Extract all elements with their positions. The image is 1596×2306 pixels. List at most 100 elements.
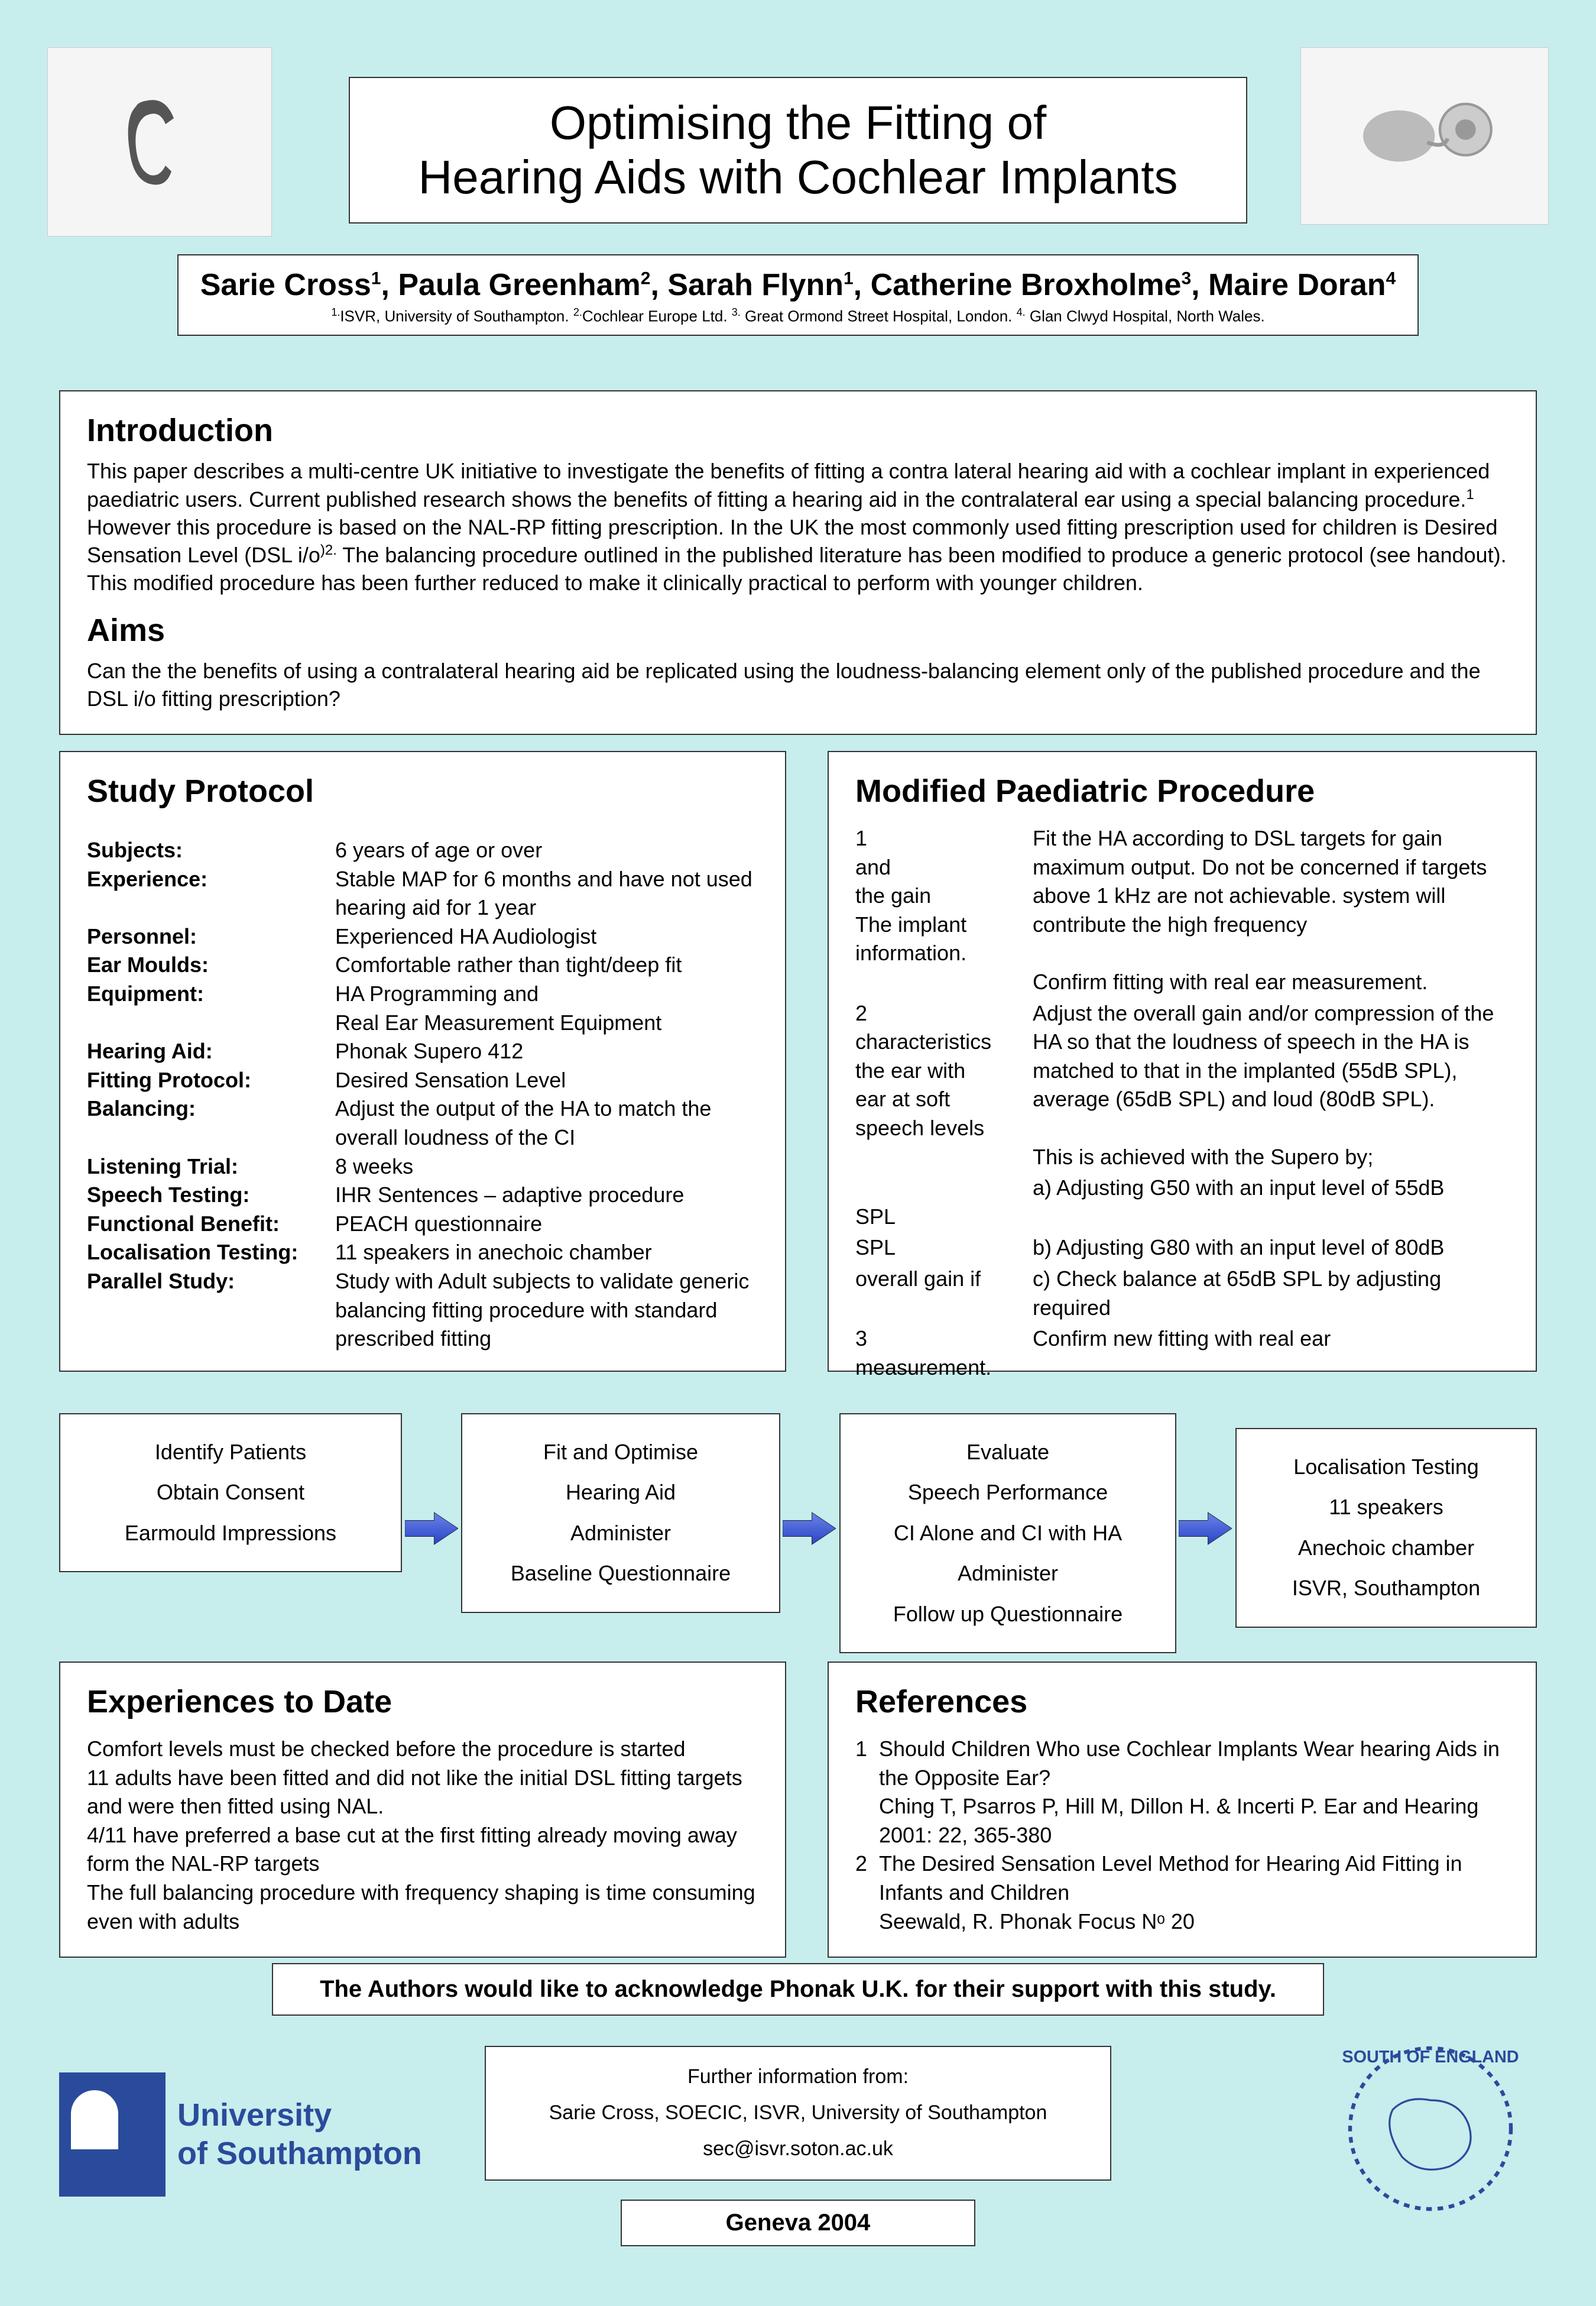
flow-step-2: Fit and OptimiseHearing AidAdministerBas… xyxy=(461,1413,780,1613)
flow-step-1: Identify PatientsObtain ConsentEarmould … xyxy=(59,1413,402,1572)
study-row: Listening Trial:8 weeks xyxy=(87,1152,758,1181)
proc-left: overall gain if xyxy=(855,1265,1033,1322)
poster-root: Optimising the Fitting of Hearing Aids w… xyxy=(0,0,1596,2306)
study-label: Listening Trial: xyxy=(87,1152,335,1181)
study-value: PEACH questionnaire xyxy=(335,1210,758,1239)
univ-line-2: of Southampton xyxy=(177,2136,422,2171)
study-value: Study with Adult subjects to validate ge… xyxy=(335,1267,758,1353)
study-row: Speech Testing:IHR Sentences – adaptive … xyxy=(87,1181,758,1210)
partner-logo: SOUTH OF ENGLAND xyxy=(1324,2034,1537,2223)
study-value: Comfortable rather than tight/deep fit xyxy=(335,951,758,980)
hearing-aid-image xyxy=(47,47,272,237)
intro-body: This paper describes a multi-centre UK i… xyxy=(87,458,1509,597)
proc-row: SPLa) Adjusting G50 with an input level … xyxy=(855,1174,1509,1231)
ref-items: 1Should Children Who use Cochlear Implan… xyxy=(855,1735,1509,1936)
proc-left: 2characteristicsthe ear withear at softs… xyxy=(855,999,1033,1172)
acknowledgement-box: The Authors would like to acknowledge Ph… xyxy=(272,1963,1324,2016)
ref-text: The Desired Sensation Level Method for H… xyxy=(879,1850,1509,1936)
study-protocol-box: Study Protocol Subjects:6 years of age o… xyxy=(59,751,786,1372)
svg-text:SOUTH OF ENGLAND: SOUTH OF ENGLAND xyxy=(1342,2048,1519,2067)
flow-diagram: Identify PatientsObtain ConsentEarmould … xyxy=(59,1413,1537,1638)
study-row: Balancing:Adjust the output of the HA to… xyxy=(87,1094,758,1152)
proc-right: c) Check balance at 65dB SPL by adjustin… xyxy=(1033,1265,1509,1322)
title-box: Optimising the Fitting of Hearing Aids w… xyxy=(349,77,1247,224)
proc-left: 1andthe gainThe implantinformation. xyxy=(855,824,1033,997)
study-rows: Subjects:6 years of age or overExperienc… xyxy=(87,836,758,1353)
references-box: References 1Should Children Who use Coch… xyxy=(828,1662,1537,1958)
study-label: Hearing Aid: xyxy=(87,1037,335,1066)
title-line-2: Hearing Aids with Cochlear Implants xyxy=(418,151,1177,203)
study-value: Experienced HA Audiologist xyxy=(335,922,758,951)
affiliations: 1.ISVR, University of Southampton. 2.Coc… xyxy=(196,306,1400,326)
proc-row: SPLb) Adjusting G80 with an input level … xyxy=(855,1233,1509,1262)
university-name: University of Southampton xyxy=(177,2096,422,2173)
reference-item: 2The Desired Sensation Level Method for … xyxy=(855,1850,1509,1936)
proc-row: 2characteristicsthe ear withear at softs… xyxy=(855,999,1509,1172)
info-line-2: Sarie Cross, SOECIC, ISVR, University of… xyxy=(504,2095,1092,2131)
proc-right: a) Adjusting G50 with an input level of … xyxy=(1033,1174,1509,1231)
study-label: Personnel: xyxy=(87,922,335,951)
study-value: 11 speakers in anechoic chamber xyxy=(335,1238,758,1267)
cochlear-implant-image xyxy=(1300,47,1549,225)
univ-line-1: University xyxy=(177,2097,332,2133)
ref-text: Should Children Who use Cochlear Implant… xyxy=(879,1735,1509,1850)
flow-arrow-1 xyxy=(405,1508,458,1549)
study-row: Fitting Protocol:Desired Sensation Level xyxy=(87,1066,758,1095)
study-row: Hearing Aid:Phonak Supero 412 xyxy=(87,1037,758,1066)
study-label: Equipment: xyxy=(87,980,335,1037)
university-logo: University of Southampton xyxy=(59,2052,426,2217)
proc-row: 1andthe gainThe implantinformation.Fit t… xyxy=(855,824,1509,997)
study-value: Phonak Supero 412 xyxy=(335,1037,758,1066)
study-label: Speech Testing: xyxy=(87,1181,335,1210)
flow-arrow-2 xyxy=(783,1508,836,1549)
proc-rows: 1andthe gainThe implantinformation.Fit t… xyxy=(855,824,1509,1382)
proc-right: Fit the HA according to DSL targets for … xyxy=(1033,824,1509,997)
study-row: Experience:Stable MAP for 6 months and h… xyxy=(87,865,758,922)
intro-heading: Introduction xyxy=(87,412,1509,449)
study-value: 8 weeks xyxy=(335,1152,758,1181)
info-line-1: Further information from: xyxy=(504,2059,1092,2095)
study-row: Localisation Testing:11 speakers in anec… xyxy=(87,1238,758,1267)
study-value: IHR Sentences – adaptive procedure xyxy=(335,1181,758,1210)
aims-heading: Aims xyxy=(87,612,1509,649)
study-value: Desired Sensation Level xyxy=(335,1066,758,1095)
introduction-box: Introduction This paper describes a mult… xyxy=(59,390,1537,735)
ref-number: 2 xyxy=(855,1850,879,1936)
proc-right: Adjust the overall gain and/or compressi… xyxy=(1033,999,1509,1172)
study-value: Stable MAP for 6 months and have not use… xyxy=(335,865,758,922)
study-row: Personnel:Experienced HA Audiologist xyxy=(87,922,758,951)
study-row: Equipment:HA Programming andReal Ear Mea… xyxy=(87,980,758,1037)
flow-step-4: Localisation Testing11 speakersAnechoic … xyxy=(1235,1428,1537,1628)
university-mark-icon xyxy=(59,2072,166,2197)
study-label: Localisation Testing: xyxy=(87,1238,335,1267)
exp-heading: Experiences to Date xyxy=(87,1683,758,1720)
study-label: Balancing: xyxy=(87,1094,335,1152)
study-label: Functional Benefit: xyxy=(87,1210,335,1239)
study-label: Fitting Protocol: xyxy=(87,1066,335,1095)
poster-title: Optimising the Fitting of Hearing Aids w… xyxy=(374,96,1222,205)
aims-body: Can the the benefits of using a contrala… xyxy=(87,658,1509,713)
reference-item: 1Should Children Who use Cochlear Implan… xyxy=(855,1735,1509,1850)
study-row: Subjects:6 years of age or over xyxy=(87,836,758,865)
authors-box: Sarie Cross1, Paula Greenham2, Sarah Fly… xyxy=(177,254,1419,336)
study-label: Ear Moulds: xyxy=(87,951,335,980)
study-label: Experience: xyxy=(87,865,335,922)
title-line-1: Optimising the Fitting of xyxy=(550,96,1046,149)
proc-left: SPL xyxy=(855,1174,1033,1231)
proc-row: 3measurement.Confirm new fitting with re… xyxy=(855,1324,1509,1382)
proc-heading: Modified Paediatric Procedure xyxy=(855,773,1509,809)
experiences-box: Experiences to Date Comfort levels must … xyxy=(59,1662,786,1958)
further-info-box: Further information from: Sarie Cross, S… xyxy=(485,2046,1111,2181)
proc-left: SPL xyxy=(855,1233,1033,1262)
info-line-3: sec@isvr.soton.ac.uk xyxy=(504,2131,1092,2167)
proc-left: 3measurement. xyxy=(855,1324,1033,1382)
study-heading: Study Protocol xyxy=(87,773,758,809)
ref-number: 1 xyxy=(855,1735,879,1850)
authors-list: Sarie Cross1, Paula Greenham2, Sarah Fly… xyxy=(196,267,1400,303)
procedure-box: Modified Paediatric Procedure 1andthe ga… xyxy=(828,751,1537,1372)
venue-box: Geneva 2004 xyxy=(621,2200,975,2246)
study-value: Adjust the output of the HA to match the… xyxy=(335,1094,758,1152)
proc-row: overall gain ifc) Check balance at 65dB … xyxy=(855,1265,1509,1322)
flow-arrow-3 xyxy=(1179,1508,1232,1549)
ref-heading: References xyxy=(855,1683,1509,1720)
